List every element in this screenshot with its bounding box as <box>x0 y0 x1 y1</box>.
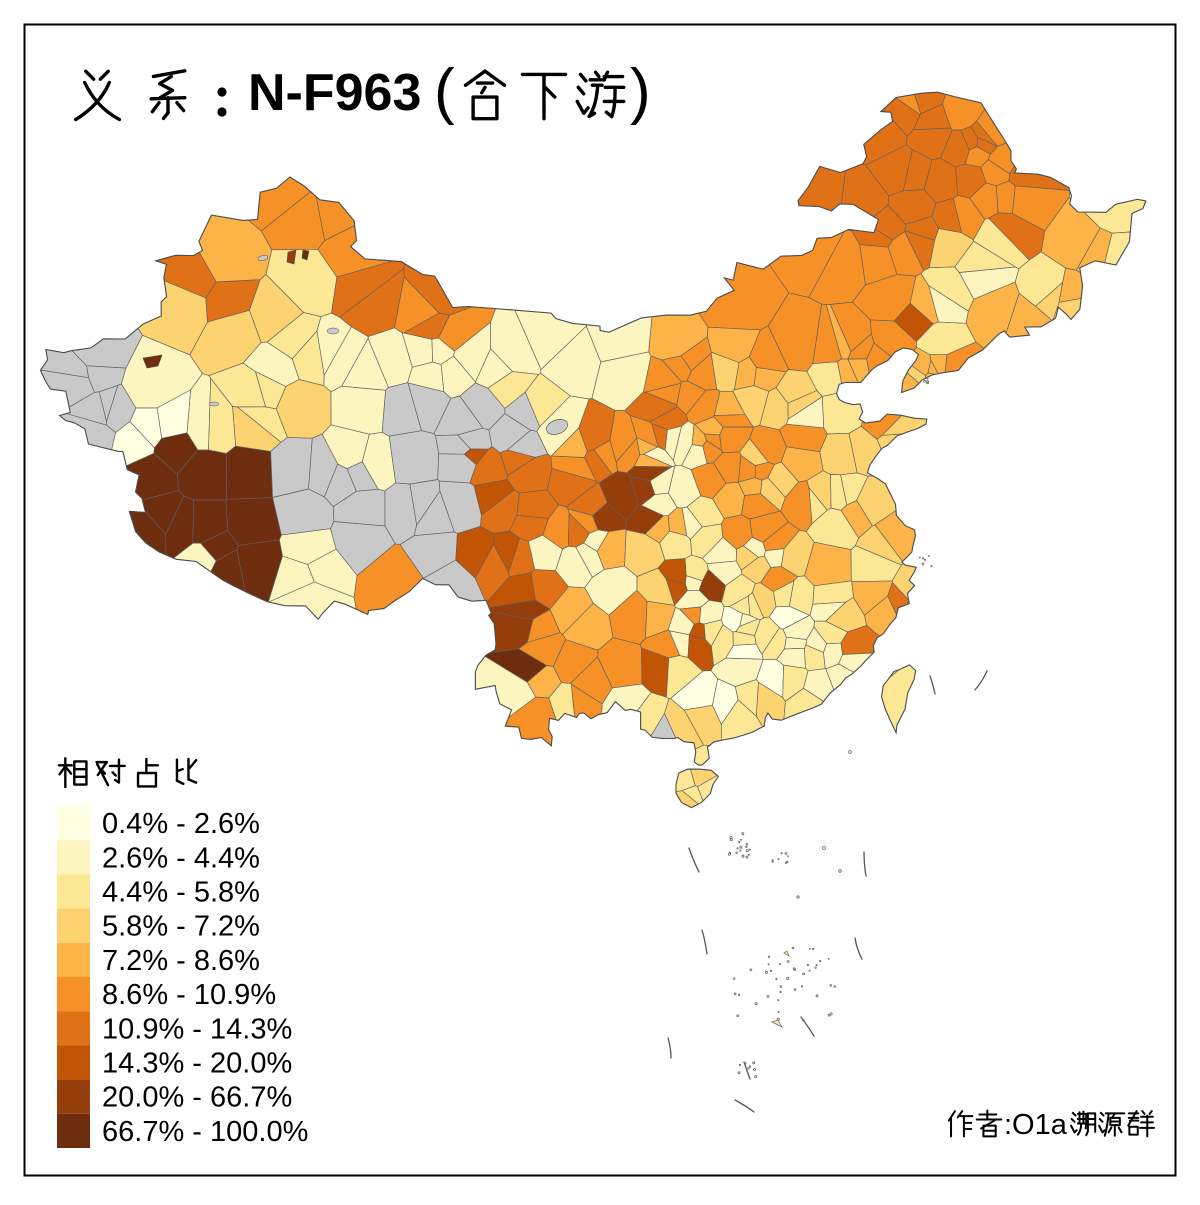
svg-text:8.6% - 10.9%: 8.6% - 10.9% <box>102 979 276 1011</box>
svg-text::O1a: :O1a <box>1004 1109 1068 1141</box>
svg-text:): ) <box>630 57 651 126</box>
svg-text:7.2% - 8.6%: 7.2% - 8.6% <box>102 945 260 977</box>
svg-text:(: ( <box>434 57 455 126</box>
svg-text:14.3% - 20.0%: 14.3% - 20.0% <box>102 1048 292 1080</box>
svg-text:0.4% - 2.6%: 0.4% - 2.6% <box>102 808 260 840</box>
svg-text:N-F963: N-F963 <box>248 64 421 122</box>
svg-text:10.9% - 14.3%: 10.9% - 14.3% <box>102 1013 292 1045</box>
svg-text:5.8% - 7.2%: 5.8% - 7.2% <box>102 911 260 943</box>
svg-text:2.6% - 4.4%: 2.6% - 4.4% <box>102 842 260 874</box>
svg-text:66.7% - 100.0%: 66.7% - 100.0% <box>102 1116 308 1148</box>
svg-text:20.0% - 66.7%: 20.0% - 66.7% <box>102 1082 292 1114</box>
svg-text:4.4% - 5.8%: 4.4% - 5.8% <box>102 877 260 909</box>
